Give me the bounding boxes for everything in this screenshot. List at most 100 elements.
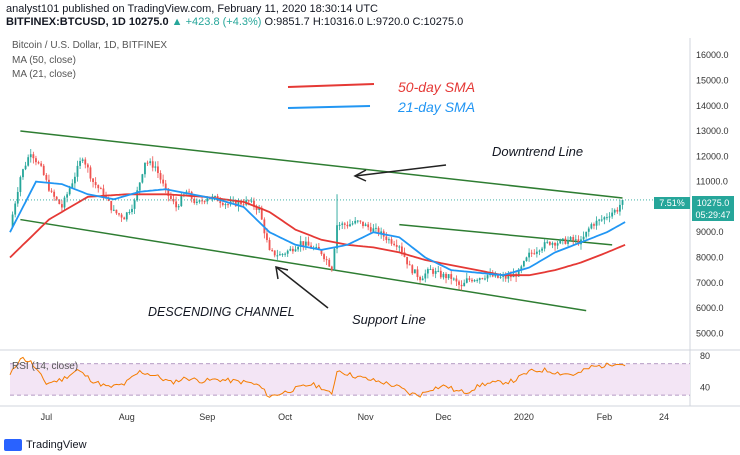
candle-body bbox=[354, 220, 357, 224]
symbol-label[interactable]: BITFINEX:BTCUSD, 1D bbox=[6, 16, 126, 28]
candle-body bbox=[86, 164, 89, 168]
candle-body bbox=[76, 165, 79, 177]
time-tick: Jul bbox=[41, 412, 53, 422]
candle-body bbox=[35, 158, 37, 163]
sma50-legend-line bbox=[287, 83, 375, 88]
candle-body bbox=[517, 269, 520, 277]
candle-body bbox=[375, 227, 377, 229]
candle-body bbox=[351, 223, 354, 225]
candle-body bbox=[432, 269, 434, 274]
indicator-ma21[interactable]: MA (21, close) bbox=[12, 69, 76, 80]
time-tick: 24 bbox=[659, 412, 669, 422]
candle-body bbox=[413, 269, 416, 274]
rsi-label[interactable]: RSI (14, close) bbox=[12, 361, 78, 372]
candle-body bbox=[208, 198, 211, 200]
candle-body bbox=[307, 241, 310, 246]
candle-body bbox=[336, 225, 338, 249]
candle-body bbox=[564, 238, 567, 244]
candle-body bbox=[320, 249, 323, 255]
candle-body bbox=[151, 161, 154, 168]
candle-body bbox=[84, 159, 87, 165]
candle-body bbox=[548, 241, 551, 245]
candle-body bbox=[120, 214, 123, 218]
candle-body bbox=[32, 154, 35, 159]
candle-body bbox=[24, 165, 27, 170]
candle-body bbox=[551, 242, 554, 245]
candle-body bbox=[240, 201, 242, 205]
candle-body bbox=[611, 212, 614, 217]
sma21-legend-label: 21-day SMA bbox=[397, 99, 475, 115]
candle-body bbox=[16, 191, 19, 204]
candle-body bbox=[476, 279, 479, 281]
candle-body bbox=[242, 204, 245, 206]
candle-body bbox=[585, 231, 588, 237]
candle-body bbox=[136, 190, 139, 201]
candle-body bbox=[53, 191, 56, 197]
candle-body bbox=[556, 243, 559, 246]
price-tick: 6000.0 bbox=[696, 303, 724, 313]
candle-body bbox=[133, 200, 136, 209]
candle-body bbox=[214, 196, 216, 198]
candle-body bbox=[369, 227, 372, 232]
trend-lines bbox=[20, 130, 623, 312]
ohlc-values: O:9851.7 H:10316.0 L:9720.0 C:10275.0 bbox=[264, 16, 464, 28]
time-tick: Sep bbox=[199, 412, 215, 422]
candle-body bbox=[107, 197, 110, 201]
candle-body bbox=[146, 162, 149, 164]
candle-body bbox=[188, 191, 190, 193]
price-change: ▲ +423.8 (+4.3%) bbox=[171, 16, 262, 28]
candle-body bbox=[484, 278, 486, 280]
candle-body bbox=[247, 200, 250, 202]
candle-body bbox=[349, 224, 351, 227]
candle-body bbox=[533, 253, 536, 255]
candle-body bbox=[398, 246, 401, 248]
indicator-ma50[interactable]: MA (50, close) bbox=[12, 55, 76, 66]
price-tick: 15000.0 bbox=[696, 75, 729, 85]
candle-body bbox=[356, 220, 359, 222]
candle-body bbox=[595, 220, 598, 226]
candle-body bbox=[388, 239, 390, 241]
candle-body bbox=[510, 276, 512, 278]
candle-body bbox=[40, 163, 43, 166]
candle-body bbox=[294, 249, 297, 252]
candle-body bbox=[590, 224, 593, 229]
support-arrowhead bbox=[275, 265, 289, 280]
candle-body bbox=[377, 227, 380, 234]
candle-body bbox=[603, 217, 606, 220]
candle-body bbox=[29, 154, 32, 158]
candle-body bbox=[299, 241, 302, 247]
candle-body bbox=[144, 162, 146, 175]
candle-body bbox=[11, 214, 14, 228]
tradingview-logo[interactable]: TradingView bbox=[4, 439, 87, 451]
chart-title: Bitcoin / U.S. Dollar, 1D, BITFINEX bbox=[12, 40, 167, 51]
symbol-ohlc-bar: BITFINEX:BTCUSD, 1D 10275.0 ▲ +423.8 (+4… bbox=[6, 16, 463, 28]
candle-body bbox=[546, 241, 549, 243]
candle-body bbox=[577, 239, 580, 245]
candle-body bbox=[224, 204, 227, 206]
countdown-badge-bg bbox=[692, 209, 734, 221]
candle-body bbox=[154, 166, 157, 168]
candle-body bbox=[507, 276, 510, 279]
candle-body bbox=[162, 179, 165, 184]
candle-body bbox=[291, 248, 294, 252]
candlestick-series bbox=[11, 149, 624, 291]
candle-body bbox=[455, 278, 458, 282]
candle-body bbox=[180, 196, 183, 207]
channel-label: DESCENDING CHANNEL bbox=[148, 305, 295, 319]
candle-body bbox=[227, 204, 229, 206]
candle-body bbox=[19, 177, 22, 192]
price-tick: 16000.0 bbox=[696, 50, 729, 60]
candle-body bbox=[302, 241, 305, 246]
candle-body bbox=[55, 196, 58, 200]
downtrend-arrow bbox=[354, 164, 447, 177]
candle-body bbox=[574, 239, 577, 241]
candle-body bbox=[608, 216, 611, 218]
candle-body bbox=[97, 185, 100, 189]
candle-body bbox=[172, 198, 175, 202]
downtrend-arrowhead bbox=[353, 169, 367, 182]
candle-body bbox=[530, 252, 533, 254]
candle-body bbox=[206, 198, 209, 202]
candle-body bbox=[572, 237, 575, 241]
candle-body bbox=[499, 276, 502, 278]
